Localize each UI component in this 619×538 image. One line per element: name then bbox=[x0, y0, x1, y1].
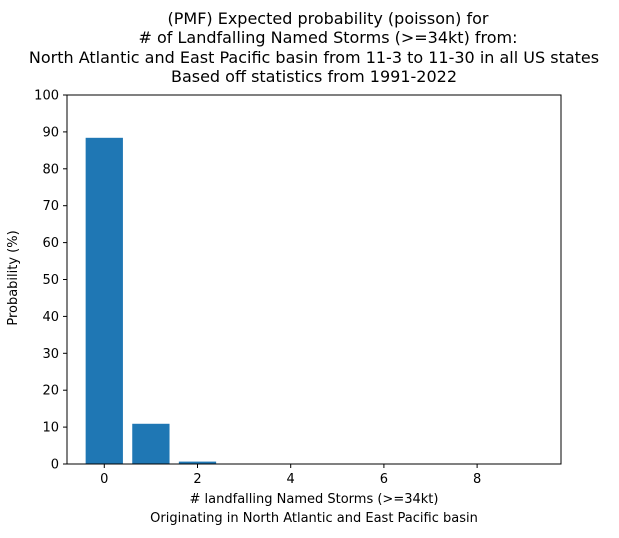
title-line-3: North Atlantic and East Pacific basin fr… bbox=[29, 48, 599, 67]
y-tick-label: 80 bbox=[42, 162, 59, 177]
title-line-2: # of Landfalling Named Storms (>=34kt) f… bbox=[138, 28, 517, 47]
y-tick-label: 70 bbox=[42, 199, 59, 214]
y-tick-label: 20 bbox=[42, 384, 59, 399]
x-tick-label: 4 bbox=[287, 472, 295, 487]
x-tick-label: 6 bbox=[380, 472, 388, 487]
title-line-4: Based off statistics from 1991-2022 bbox=[171, 67, 457, 86]
y-tick-label: 60 bbox=[42, 236, 59, 251]
x-tick-label: 2 bbox=[193, 472, 201, 487]
x-axis-label: # landfalling Named Storms (>=34kt) bbox=[190, 492, 439, 507]
y-tick-label: 40 bbox=[42, 310, 59, 325]
y-tick-label: 90 bbox=[42, 125, 59, 140]
x-axis-sublabel: Originating in North Atlantic and East P… bbox=[150, 511, 478, 526]
y-tick-label: 50 bbox=[42, 273, 59, 288]
bar-1 bbox=[132, 424, 169, 464]
y-axis-ticks: 0 10 20 30 40 50 60 70 80 90 100 bbox=[34, 89, 67, 473]
y-tick-label: 30 bbox=[42, 347, 59, 362]
y-tick-label: 0 bbox=[51, 458, 59, 473]
bar-series bbox=[86, 138, 263, 464]
x-tick-label: 0 bbox=[100, 472, 108, 487]
y-axis-label: Probability (%) bbox=[6, 230, 21, 325]
chart-title: (PMF) Expected probability (poisson) for… bbox=[29, 9, 599, 86]
plot-frame bbox=[67, 95, 561, 464]
y-tick-label: 100 bbox=[34, 89, 59, 104]
bar-0 bbox=[86, 138, 123, 464]
title-line-1: (PMF) Expected probability (poisson) for bbox=[168, 9, 489, 28]
x-axis-ticks: 0 2 4 6 8 bbox=[100, 464, 481, 487]
y-tick-label: 10 bbox=[42, 421, 59, 436]
x-tick-label: 8 bbox=[473, 472, 481, 487]
